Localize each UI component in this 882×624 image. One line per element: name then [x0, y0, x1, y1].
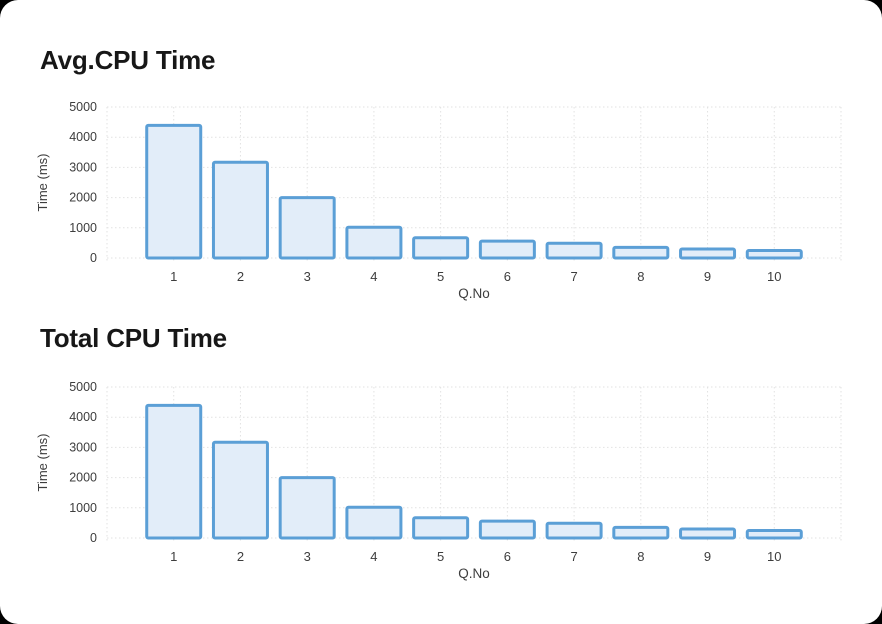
avg-cpu-time-bar-chart: 0 1000 2000 3000 4000 5000 1 2 3 4 5 6 7 8 9 10 Time (ms…: [0, 95, 882, 305]
x-tick-label: 5: [437, 269, 444, 284]
bar-q8[interactable]: [612, 525, 670, 540]
x-tick-label: 3: [304, 549, 311, 564]
x-tick-label: 2: [237, 549, 244, 564]
y-tick-label: 3000: [69, 440, 97, 454]
bar-q1[interactable]: [145, 123, 203, 260]
y-tick-label: 5000: [69, 380, 97, 394]
y-tick-label: 3000: [69, 160, 97, 174]
x-tick-label: 8: [637, 549, 644, 564]
y-axis-title: Time (ms): [35, 433, 50, 491]
bar-q5[interactable]: [412, 236, 470, 260]
x-tick-label: 4: [370, 549, 377, 564]
x-tick-label: 9: [704, 549, 711, 564]
y-tick-label: 0: [90, 251, 97, 265]
bar-q9[interactable]: [679, 247, 737, 260]
bar-q6[interactable]: [478, 239, 536, 260]
bar-q2[interactable]: [211, 160, 269, 260]
x-tick-label: 10: [767, 269, 781, 284]
x-tick-label: 1: [170, 549, 177, 564]
y-tick-label: 1000: [69, 221, 97, 235]
x-tick-label: 4: [370, 269, 377, 284]
bar-q3[interactable]: [278, 476, 336, 540]
y-axis-title: Time (ms): [35, 153, 50, 211]
bar-q10[interactable]: [745, 248, 803, 260]
x-tick-label: 6: [504, 269, 511, 284]
total-cpu-time-chart-title: Total CPU Time: [40, 323, 227, 353]
bar-q3[interactable]: [278, 196, 336, 260]
y-tick-label: 0: [90, 531, 97, 545]
y-tick-label: 4000: [69, 130, 97, 144]
x-axis-title: Q.No: [458, 566, 490, 581]
bar-q5[interactable]: [412, 516, 470, 540]
x-tick-label: 1: [170, 269, 177, 284]
bar-q8[interactable]: [612, 245, 670, 260]
bar-q7[interactable]: [545, 241, 603, 260]
bar-q1[interactable]: [145, 403, 203, 540]
y-tick-label: 2000: [69, 471, 97, 485]
bar-q4[interactable]: [345, 225, 403, 260]
x-tick-label: 8: [637, 269, 644, 284]
y-tick-label: 2000: [69, 191, 97, 205]
bar-q7[interactable]: [545, 521, 603, 540]
x-tick-label: 5: [437, 549, 444, 564]
avg-cpu-time-chart-title: Avg.CPU Time: [40, 45, 216, 75]
bar-q4[interactable]: [345, 505, 403, 540]
y-tick-label: 5000: [69, 100, 97, 114]
x-axis-title: Q.No: [458, 286, 490, 301]
bar-q9[interactable]: [679, 527, 737, 540]
x-tick-label: 9: [704, 269, 711, 284]
bar-q10[interactable]: [745, 528, 803, 540]
x-tick-label: 7: [570, 269, 577, 284]
x-tick-label: 6: [504, 549, 511, 564]
x-tick-label: 2: [237, 269, 244, 284]
total-cpu-time-bar-chart: 0 1000 2000 3000 4000 5000 1 2 3 4 5 6 7 8 9 10 Time (ms…: [0, 375, 882, 585]
x-tick-label: 3: [304, 269, 311, 284]
y-tick-label: 1000: [69, 501, 97, 515]
x-tick-label: 7: [570, 549, 577, 564]
bar-q6[interactable]: [478, 519, 536, 540]
x-tick-label: 10: [767, 549, 781, 564]
y-tick-label: 4000: [69, 410, 97, 424]
bar-q2[interactable]: [211, 440, 269, 540]
